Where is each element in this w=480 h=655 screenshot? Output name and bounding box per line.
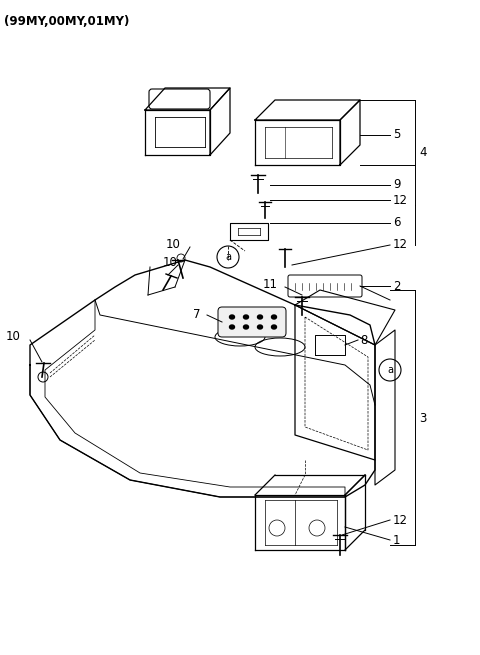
Text: 9: 9: [393, 179, 400, 191]
FancyBboxPatch shape: [149, 89, 210, 109]
Text: 3: 3: [419, 411, 426, 424]
Text: a: a: [387, 365, 393, 375]
Text: 10: 10: [163, 255, 178, 269]
Text: 6: 6: [393, 217, 400, 229]
Text: 5: 5: [393, 128, 400, 141]
Ellipse shape: [272, 325, 276, 329]
Text: 10: 10: [166, 238, 181, 252]
Text: 12: 12: [393, 238, 408, 252]
Text: 12: 12: [393, 193, 408, 206]
Ellipse shape: [229, 325, 235, 329]
Text: 1: 1: [393, 534, 400, 546]
FancyBboxPatch shape: [288, 275, 362, 297]
Ellipse shape: [243, 325, 249, 329]
Text: 12: 12: [393, 514, 408, 527]
Text: 8: 8: [360, 333, 367, 346]
Ellipse shape: [229, 315, 235, 319]
Text: (99MY,00MY,01MY): (99MY,00MY,01MY): [4, 15, 130, 28]
Ellipse shape: [272, 315, 276, 319]
Text: 4: 4: [419, 147, 427, 160]
Text: 10: 10: [6, 331, 21, 343]
FancyBboxPatch shape: [218, 307, 286, 337]
Text: a: a: [225, 252, 231, 262]
Text: 7: 7: [192, 309, 200, 322]
Text: 2: 2: [393, 280, 400, 293]
Ellipse shape: [243, 315, 249, 319]
Ellipse shape: [257, 325, 263, 329]
Ellipse shape: [257, 315, 263, 319]
Text: 11: 11: [263, 278, 278, 291]
